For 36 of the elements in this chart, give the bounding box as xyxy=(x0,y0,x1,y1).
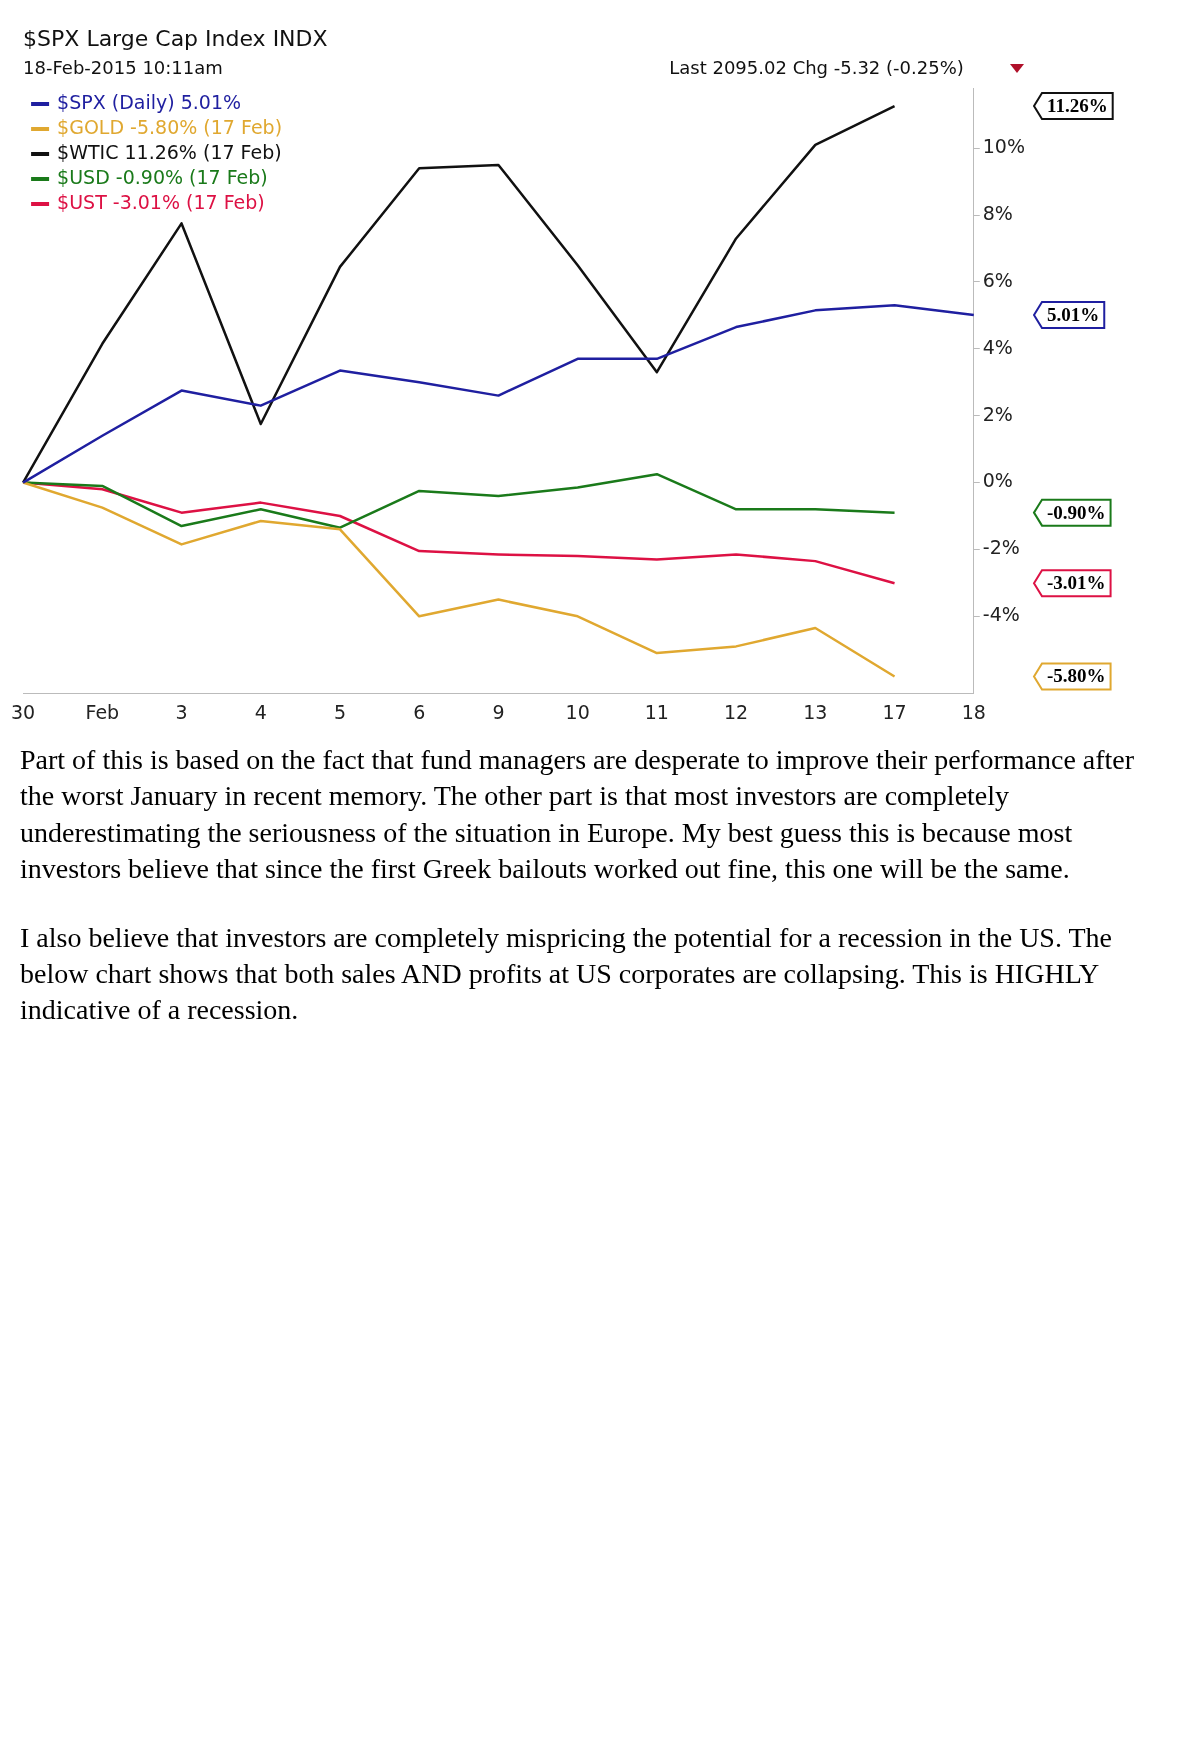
text: 11.26% xyxy=(1047,94,1108,116)
text: Last 2095.02 Chg -5.32 (-0.25%) xyxy=(669,57,964,78)
y-tick-label: -2% xyxy=(982,536,1020,559)
text: -5.80% xyxy=(1047,665,1106,687)
x-tick-label: 30 xyxy=(10,700,36,723)
x-tick-label: 9 xyxy=(492,700,505,723)
x-tick-label: 18 xyxy=(961,700,986,723)
y-tick-label: 8% xyxy=(982,202,1013,224)
y-tick-label: 2% xyxy=(982,402,1013,425)
legend-label: $SPX (Daily) 5.01% xyxy=(57,90,242,113)
text: 5.01% xyxy=(1047,303,1100,325)
legend-label: $WTIC 11.26% (17 Feb) xyxy=(57,140,282,163)
x-tick-label: 6 xyxy=(413,700,426,723)
y-tick-label: -4% xyxy=(982,603,1020,626)
x-tick-label: 17 xyxy=(882,700,907,723)
text: Part of this is based on the fact that fund managers are desperate to improve their performance after the worst January in recent memory. The other part is that most investors are completely underestimating the seriousness of the situation in Europe. My best guess this is because most investors believe that since the first Greek bailouts worked out fine, this one will be the same. xyxy=(20,743,1136,887)
x-tick-label: 11 xyxy=(644,700,669,723)
chart-subtitle: 18-Feb-2015 10:11am xyxy=(23,57,223,78)
legend-label: $USD -0.90% (17 Feb) xyxy=(57,165,268,188)
text: -3.01% xyxy=(1047,572,1106,594)
y-tick-label: 6% xyxy=(982,268,1013,291)
legend-label: $GOLD -5.80% (17 Feb) xyxy=(57,115,283,138)
y-tick-label: 10% xyxy=(982,135,1025,158)
x-tick-label: 5 xyxy=(333,700,347,723)
x-tick-label: 13 xyxy=(803,700,828,723)
text: I also believe that investors are completely mispricing the potential for a recession in the US. The below chart shows that both sales AND profits at US corporates are collapsing. This is HIGHLY indicative of a recession. xyxy=(20,920,1113,1028)
x-tick-label: 12 xyxy=(724,700,749,723)
legend-label: $UST -3.01% (17 Feb) xyxy=(57,190,265,213)
x-tick-label: 10 xyxy=(565,700,590,723)
chart-title: $SPX Large Cap Index INDX xyxy=(23,26,328,51)
x-tick-label: 4 xyxy=(254,700,267,723)
text: -0.90% xyxy=(1047,501,1106,523)
y-tick-label: 4% xyxy=(982,335,1013,358)
x-tick-label: Feb xyxy=(85,700,120,723)
y-tick-label: 0% xyxy=(982,469,1013,492)
x-tick-label: 3 xyxy=(175,700,188,723)
